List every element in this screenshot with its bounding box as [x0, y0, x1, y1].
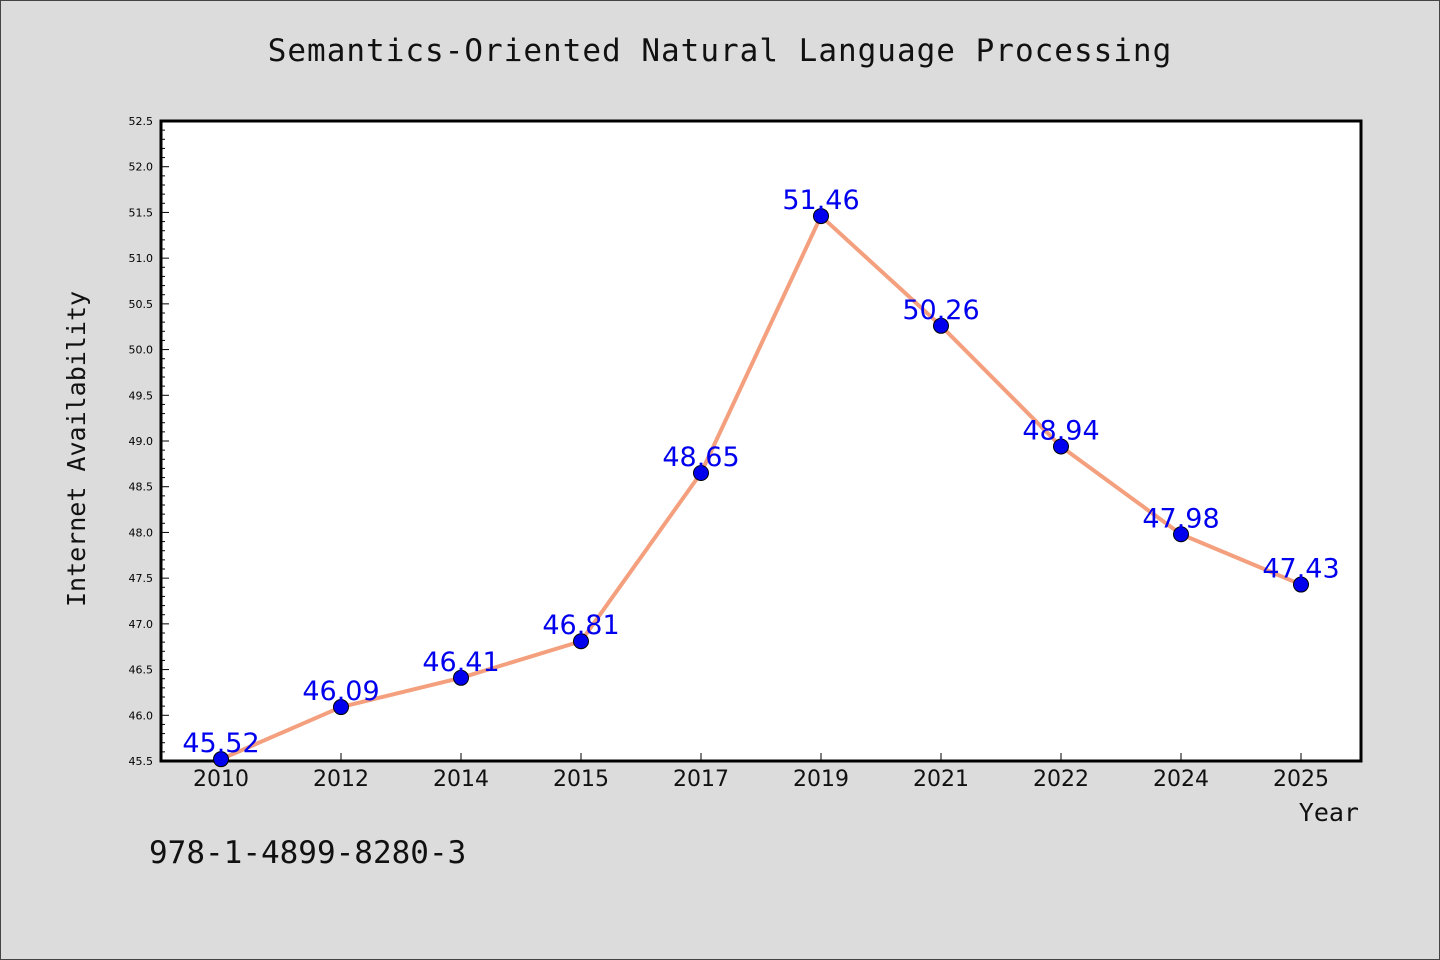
y-tick-label: 47.0: [129, 618, 154, 631]
x-tick-label: 2021: [913, 767, 969, 792]
y-tick-label: 51.5: [129, 206, 154, 219]
x-tick-label: 2024: [1153, 767, 1209, 792]
data-label: 46.09: [302, 676, 379, 707]
x-axis-label: Year: [1299, 798, 1359, 827]
y-tick-label: 50.0: [129, 344, 154, 357]
data-point: [693, 465, 709, 481]
y-tick-label: 49.0: [129, 435, 154, 448]
data-label: 50.26: [902, 295, 979, 326]
y-tick-label: 52.0: [129, 161, 154, 174]
data-point: [333, 699, 349, 716]
y-tick-label: 49.5: [129, 389, 154, 402]
series-line: [219, 214, 1303, 762]
chart-title: Semantics-Oriented Natural Language Proc…: [267, 33, 1173, 69]
y-tick-label: 50.5: [129, 298, 154, 311]
x-tick-label: 2017: [673, 767, 729, 792]
data-label: 48.94: [1022, 415, 1099, 446]
data-label: 46.81: [542, 610, 619, 641]
y-tick-label: 48.0: [129, 526, 154, 539]
data-point: [453, 669, 469, 686]
data-point: [1173, 526, 1189, 543]
x-tick-label: 2010: [193, 767, 249, 792]
data-label: 47.98: [1142, 503, 1219, 534]
y-tick-label: 46.5: [129, 664, 154, 677]
x-tick-label: 2025: [1273, 767, 1329, 792]
data-label: 46.41: [422, 647, 499, 678]
y-tick-label: 48.5: [129, 481, 154, 494]
y-tick-label: 51.0: [129, 252, 154, 265]
x-tick-label: 2012: [313, 767, 369, 792]
y-tick-label: 46.0: [129, 709, 154, 722]
y-tick-label: 47.5: [129, 572, 154, 585]
x-tick-label: 2019: [793, 767, 849, 792]
data-label: 47.43: [1262, 554, 1339, 585]
data-point: [1053, 438, 1069, 455]
footer-code: 978-1-4899-8280-3: [149, 835, 467, 871]
data-label: 51.46: [782, 185, 859, 216]
x-tick-label: 2022: [1033, 767, 1089, 792]
data-point: [813, 208, 829, 225]
x-tick-label: 2014: [433, 767, 489, 792]
data-point: [213, 751, 229, 768]
plot-area: [159, 119, 1363, 763]
data-label: 48.65: [662, 442, 739, 473]
data-point: [573, 633, 589, 650]
data-label: 45.52: [182, 728, 259, 759]
y-axis-label: Internet Availability: [62, 291, 91, 607]
data-point: [1293, 576, 1309, 593]
y-tick-label: 45.5: [129, 755, 154, 768]
y-tick-label: 52.5: [129, 115, 154, 128]
data-point: [933, 317, 949, 334]
x-tick-label: 2015: [553, 767, 609, 792]
